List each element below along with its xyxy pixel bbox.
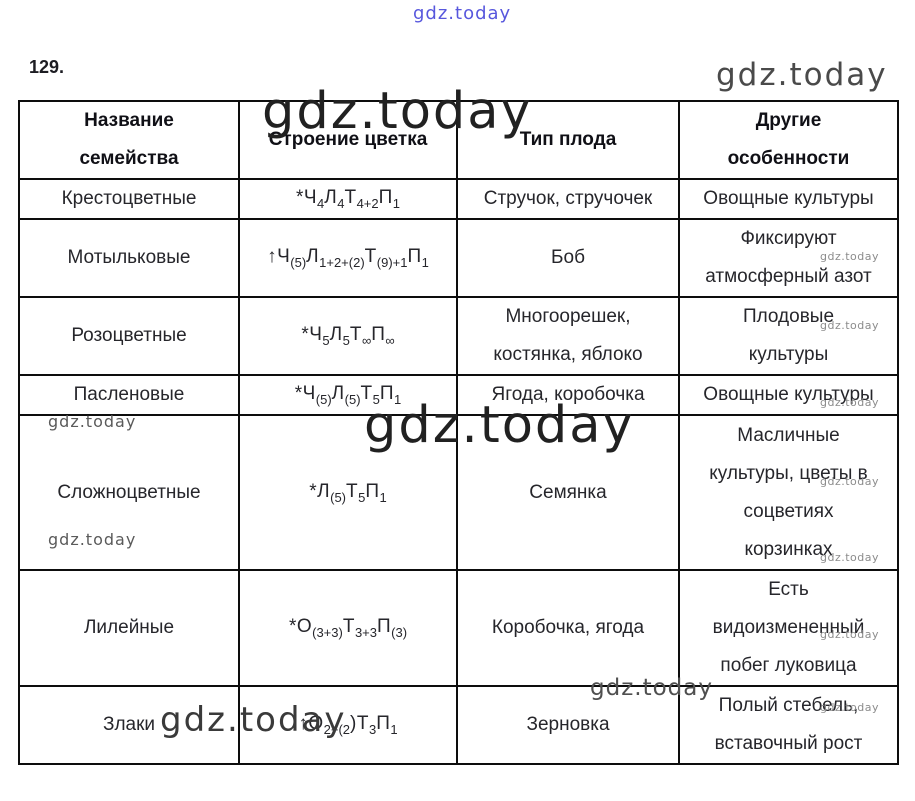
table-row: Крестоцветные *Ч4Л4Т4+2П1 Стручок, струч… [18, 178, 899, 220]
features-cell: Фиксируют атмосферный азот [678, 218, 899, 298]
family-name-cell: Лилейные [18, 569, 240, 687]
family-name-cell: Крестоцветные [18, 178, 240, 220]
family-name-cell: Сложноцветные [18, 414, 240, 571]
flower-formula-cell: *Ч4Л4Т4+2П1 [238, 178, 458, 220]
fruit-type-cell: Многоорешек, костянка, яблоко [456, 296, 680, 376]
gdz-watermark: gdz.today [413, 3, 512, 24]
fruit-type-cell: Семянка [456, 414, 680, 571]
header-fruit-type: Тип плода [456, 100, 680, 180]
header-other-features: Другие особенности [678, 100, 899, 180]
family-name-cell: Розоцветные [18, 296, 240, 376]
features-cell: Есть видоизмененный побег луковица [678, 569, 899, 687]
features-cell: Овощные культуры [678, 374, 899, 416]
header-row: Название семейства Строение цветка Тип пл… [18, 100, 899, 180]
gdz-watermark: gdz.today [716, 57, 888, 93]
features-cell: Плодовые культуры [678, 296, 899, 376]
flower-formula-cell: ↑Ч(5)Л1+2+(2)Т(9)+1П1 [238, 218, 458, 298]
family-name-cell: Мотыльковые [18, 218, 240, 298]
features-cell: Масличные культуры, цветы в соцветиях корзи… [678, 414, 899, 571]
features-cell: Полый стебель, вставочный рост [678, 685, 899, 765]
table-row: Сложноцветные *Л(5)Т5П1 Семянка Масличны… [18, 414, 899, 571]
flower-formula-cell: *Л(5)Т5П1 [238, 414, 458, 571]
family-name-cell: Злаки [18, 685, 240, 765]
exercise-number: 129. [29, 57, 65, 77]
fruit-type-cell: Коробочка, ягода [456, 569, 680, 687]
header-flower-structure: Строение цветка [238, 100, 458, 180]
flower-formula-cell: *Ч5Л5Т∞П∞ [238, 296, 458, 376]
fruit-type-cell: Боб [456, 218, 680, 298]
family-name-cell: Пасленовые [18, 374, 240, 416]
table-row: Пасленовые *Ч(5)Л(5)Т5П1 Ягода, коробочк… [18, 374, 899, 416]
fruit-type-cell: Ягода, коробочка [456, 374, 680, 416]
flower-formula-cell: *О(3+3)Т3+3П(3) [238, 569, 458, 687]
fruit-type-cell: Стручок, стручочек [456, 178, 680, 220]
features-cell: Овощные культуры [678, 178, 899, 220]
flower-formula-cell: ↑О2+(2)Т3П1 [238, 685, 458, 765]
fruit-type-cell: Зерновка [456, 685, 680, 765]
flower-formula-cell: *Ч(5)Л(5)Т5П1 [238, 374, 458, 416]
table-row: Розоцветные *Ч5Л5Т∞П∞ Многоорешек, костян… [18, 296, 899, 376]
table-row: Мотыльковые ↑Ч(5)Л1+2+(2)Т(9)+1П1 Боб Фи… [18, 218, 899, 298]
table-row: Лилейные *О(3+3)Т3+3П(3) Коробочка, ягод… [18, 569, 899, 687]
families-table: Название семейства Строение цветка Тип пл… [18, 100, 899, 765]
table-row: Злаки ↑О2+(2)Т3П1 Зерновка Полый стебель… [18, 685, 899, 765]
header-family: Название семейства [18, 100, 240, 180]
